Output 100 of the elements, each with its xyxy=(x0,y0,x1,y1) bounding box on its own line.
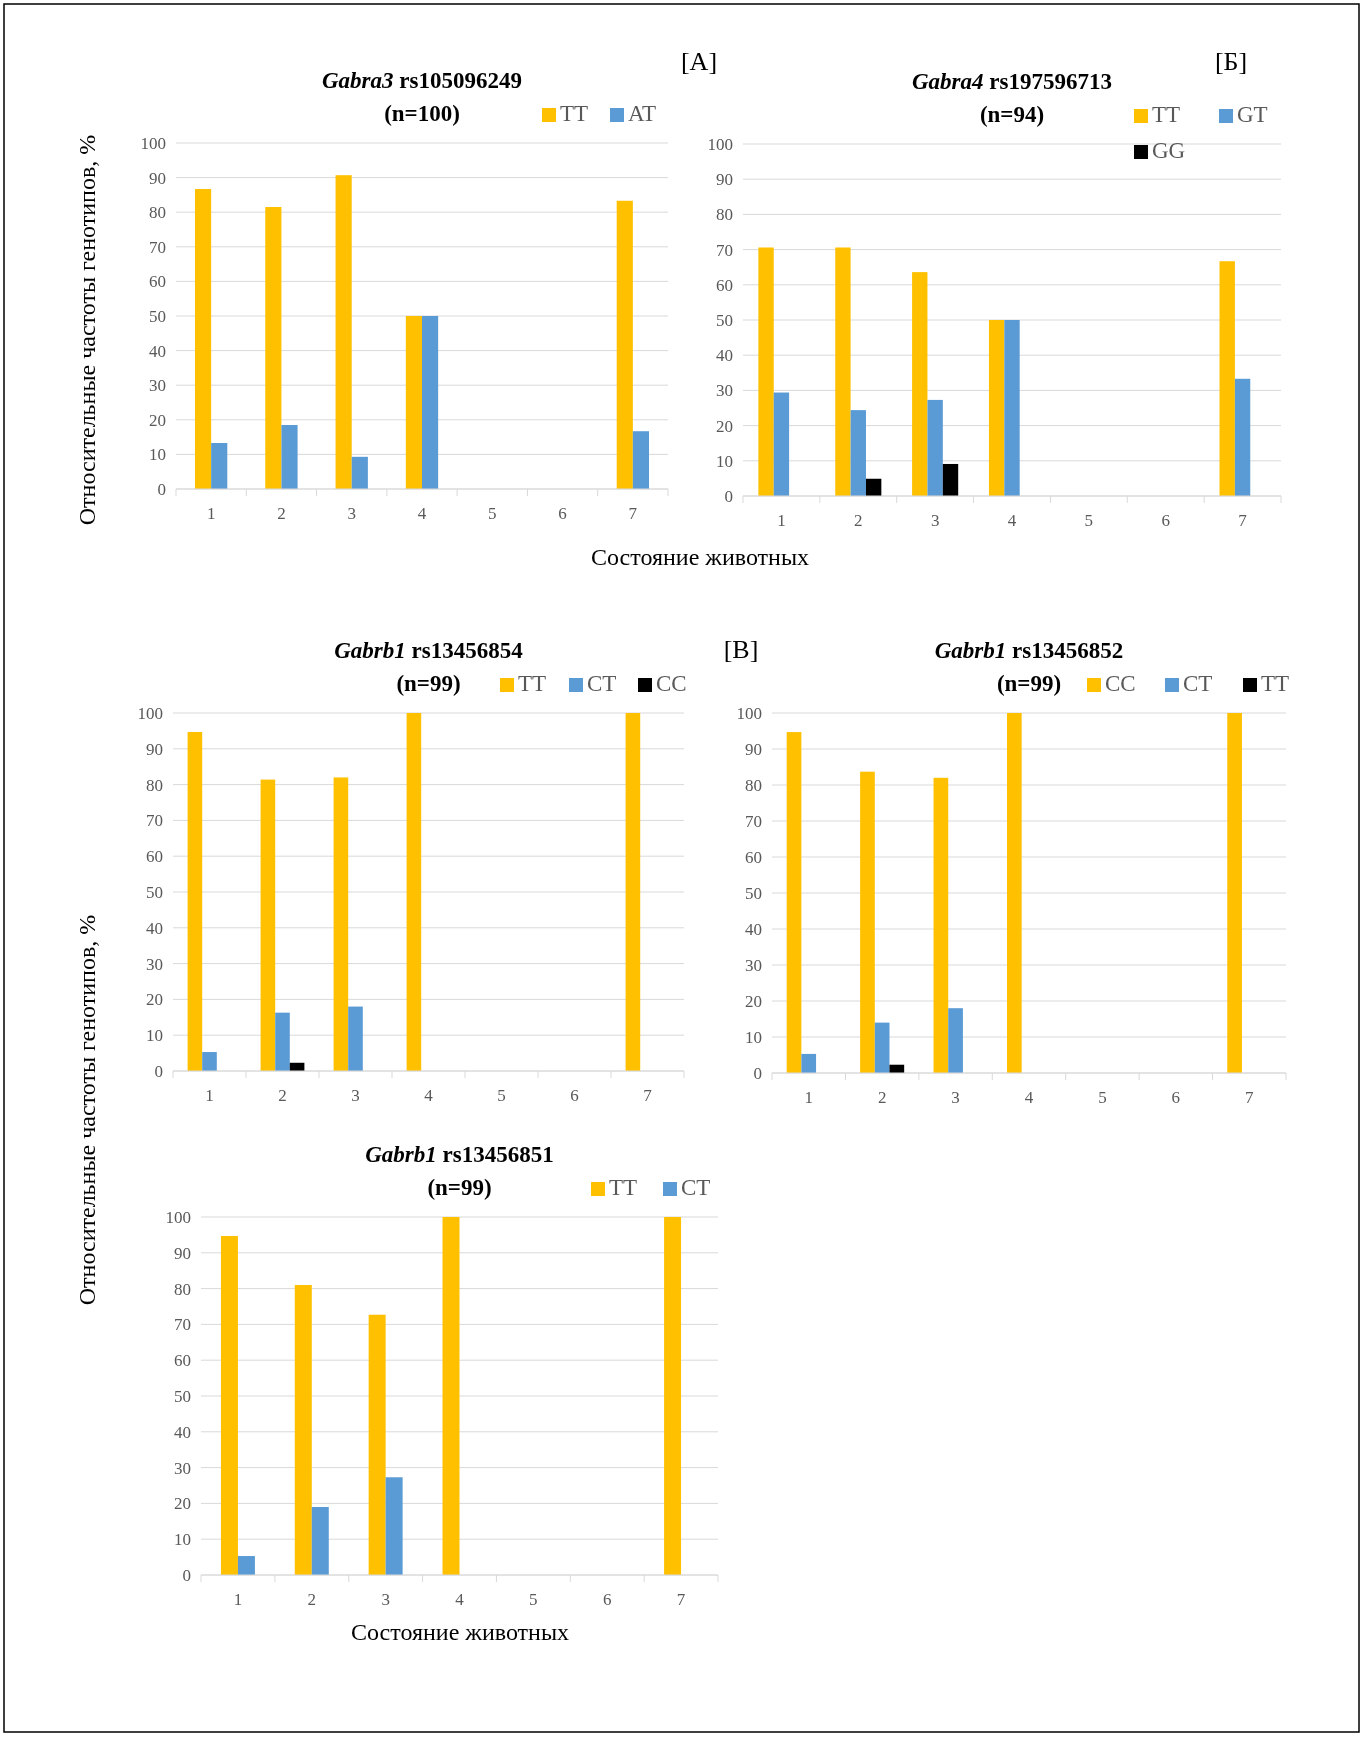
chart-title: Gabrb1 rs13456854 xyxy=(334,638,524,663)
x-tick-label: 3 xyxy=(951,1088,960,1107)
y-tick-label: 10 xyxy=(174,1530,191,1550)
y-tick-label: 70 xyxy=(716,240,733,260)
x-tick-label: 1 xyxy=(777,511,786,530)
bar xyxy=(1004,320,1020,496)
y-tick-label: 90 xyxy=(716,170,733,190)
bar xyxy=(265,207,282,489)
y-tick-label: 80 xyxy=(745,775,762,795)
bar xyxy=(275,1012,290,1071)
chart-subtitle: (n=100) xyxy=(384,101,460,126)
bar xyxy=(368,1314,386,1575)
x-tick-label: 5 xyxy=(497,1086,506,1105)
y-tick-label: 100 xyxy=(736,703,762,723)
y-tick-label: 80 xyxy=(146,775,163,795)
legend-label: AT xyxy=(628,101,657,126)
chart-title: Gabra4 rs197596713 xyxy=(912,69,1112,94)
bar xyxy=(632,431,650,489)
x-tick-label: 4 xyxy=(1007,511,1017,530)
chart-subtitle: (n=99) xyxy=(427,1175,492,1200)
bar xyxy=(1006,713,1022,1073)
x-tick-label: 2 xyxy=(278,1086,287,1105)
bar xyxy=(988,320,1005,496)
y-tick-label: 90 xyxy=(745,739,762,759)
x-tick-label: 1 xyxy=(206,504,216,523)
bar xyxy=(786,732,802,1073)
legend-label: TT xyxy=(609,1175,638,1200)
chart-subtitle: (n=99) xyxy=(396,671,461,696)
bar xyxy=(801,1053,817,1073)
x-tick-label: 7 xyxy=(628,504,638,523)
x-tick-label: 4 xyxy=(1024,1088,1034,1107)
bar xyxy=(758,247,774,496)
text: [Б] xyxy=(1214,47,1248,76)
x-tick-label: 5 xyxy=(488,504,497,523)
bar xyxy=(664,1217,682,1575)
x-axis-title: Состояние животных xyxy=(590,544,810,570)
x-axis-title: Состояние животных xyxy=(350,1619,570,1645)
legend-label: TT xyxy=(1152,102,1181,127)
y-tick-label: 70 xyxy=(174,1315,191,1335)
legend-label: CC xyxy=(656,671,687,696)
y-tick-label: 80 xyxy=(716,205,733,225)
bar xyxy=(1234,378,1251,496)
y-tick-label: 20 xyxy=(745,991,762,1011)
x-tick-label: 1 xyxy=(205,1086,214,1105)
y-tick-label: 0 xyxy=(154,1061,163,1081)
bar xyxy=(405,316,422,489)
text: [В] xyxy=(723,635,759,664)
bar xyxy=(220,1235,238,1575)
y-tick-label: 60 xyxy=(149,272,166,292)
bar xyxy=(865,478,882,496)
x-tick-label: 4 xyxy=(417,504,427,523)
x-tick-label: 7 xyxy=(676,1590,686,1609)
y-tick-label: 100 xyxy=(140,133,166,153)
y-axis-title: Относительные частоты генотипов, % xyxy=(74,134,100,526)
y-tick-label: 50 xyxy=(146,882,163,902)
x-tick-label: 2 xyxy=(307,1590,317,1609)
y-tick-label: 90 xyxy=(146,739,163,759)
x-tick-label: 1 xyxy=(233,1590,243,1609)
x-tick-label: 5 xyxy=(1084,511,1094,530)
y-tick-label: 20 xyxy=(716,416,733,436)
x-tick-label: 7 xyxy=(643,1086,653,1105)
bar xyxy=(625,713,641,1071)
chart-title: Gabrb1 rs13456852 xyxy=(934,638,1124,663)
y-tick-label: 100 xyxy=(707,134,733,154)
y-tick-label: 10 xyxy=(716,451,733,471)
chart-subtitle: (n=99) xyxy=(996,671,1062,696)
x-tick-label: 1 xyxy=(804,1088,813,1107)
y-tick-label: 10 xyxy=(149,445,166,465)
y-tick-label: 70 xyxy=(745,811,762,831)
y-tick-label: 50 xyxy=(174,1386,191,1406)
x-tick-label: 3 xyxy=(347,504,356,523)
bar xyxy=(933,777,949,1073)
y-tick-label: 90 xyxy=(174,1243,191,1263)
chart-title: Gabrb1 rs13456851 xyxy=(365,1142,554,1167)
legend-label: GT xyxy=(1237,102,1268,127)
legend-label: CT xyxy=(1183,671,1213,696)
y-tick-label: 0 xyxy=(157,479,166,499)
y-tick-label: 100 xyxy=(165,1207,191,1227)
y-tick-label: 60 xyxy=(716,275,733,295)
y-tick-label: 10 xyxy=(745,1027,762,1047)
y-tick-label: 20 xyxy=(146,990,163,1010)
y-tick-label: 40 xyxy=(716,346,733,366)
x-tick-label: 4 xyxy=(424,1086,434,1105)
legend-label: TT xyxy=(518,671,547,696)
x-tick-label: 3 xyxy=(930,511,940,530)
bar xyxy=(948,1008,963,1073)
y-tick-label: 50 xyxy=(745,883,762,903)
x-tick-label: 6 xyxy=(602,1590,612,1609)
legend-label: CT xyxy=(681,1175,711,1200)
x-tick-label: 4 xyxy=(455,1590,465,1609)
bar xyxy=(311,1506,329,1575)
x-tick-label: 6 xyxy=(558,504,567,523)
legend-label: TT xyxy=(1261,671,1290,696)
y-tick-label: 80 xyxy=(149,203,166,223)
y-tick-label: 100 xyxy=(137,703,163,723)
y-tick-label: 30 xyxy=(146,954,163,974)
bar xyxy=(385,1477,403,1575)
bar xyxy=(202,1052,217,1071)
bar xyxy=(1227,713,1242,1073)
bar xyxy=(194,189,212,489)
